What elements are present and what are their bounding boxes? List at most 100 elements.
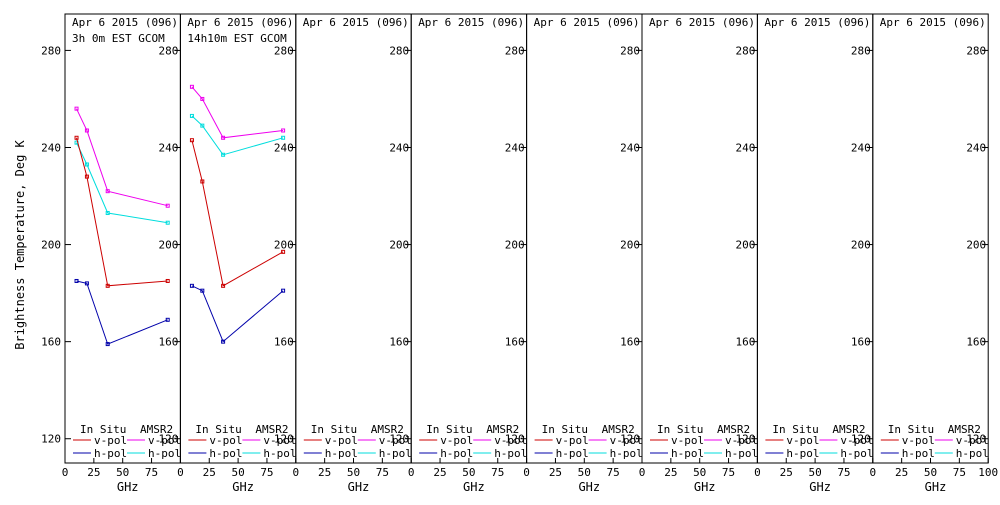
panel-7-xtick-label-75: 75 [837, 466, 850, 479]
panel-5-xtick-label-75: 75 [607, 466, 620, 479]
panel-1-xtick-label-25: 25 [87, 466, 100, 479]
panel-1-left-ytick-label-280: 280 [41, 44, 61, 57]
panel-8-legend-amsr2-h-label: h-pol [956, 447, 989, 460]
panel-6-legend-amsr2-title: AMSR2 [717, 423, 750, 436]
panel-2-ytick-label-160: 160 [274, 336, 294, 349]
panel-2-xtick-label-50: 50 [231, 466, 244, 479]
panel-1-series-amsr2_h-point-1 [84, 162, 89, 167]
panel-5-legend-insitu-title: In Situ [542, 423, 588, 436]
panel-2-series-amsr2_h-point-0 [189, 113, 194, 118]
panel-2-legend-insitu-v-label: v-pol [209, 434, 242, 447]
panel-2-series-insitu_v-point-3 [281, 249, 286, 254]
panel-5-xtick-label-50: 50 [578, 466, 591, 479]
panel-4-ytick-label-120: 120 [505, 433, 525, 446]
panel-6-ytick-label-280: 280 [736, 44, 756, 57]
panel-3-ytick-label-160: 160 [389, 336, 409, 349]
y-axis-label: Brightness Temperature, Deg K [13, 139, 27, 349]
panel-5-legend-insitu-v-label: v-pol [556, 434, 589, 447]
panel-1-subtitle: 3h 0m EST GCOM [72, 32, 165, 45]
panel-4-xtick-label-25: 25 [433, 466, 446, 479]
panel-8-xtick-label-0: 0 [869, 466, 876, 479]
panel-1-legend-amsr2-h-label: h-pol [148, 447, 181, 460]
panel-7-ytick-label-120: 120 [851, 433, 871, 446]
panel-6-ytick-label-120: 120 [736, 433, 756, 446]
panel-1-series-amsr2_h-point-2 [105, 211, 110, 216]
panel-1-series-insitu_v-point-1 [84, 174, 89, 179]
panel-7-title: Apr 6 2015 (096) [764, 16, 870, 29]
panel-5-legend-insitu-h-label: h-pol [556, 447, 589, 460]
panel-7-xtick-label-25: 25 [780, 466, 793, 479]
panel-2-series-insitu_h-point-1 [200, 288, 205, 293]
panel-2-xtick-label-0: 0 [177, 466, 184, 479]
panel-8-xtick-label-50: 50 [924, 466, 937, 479]
panel-2-series-insitu_v-point-2 [221, 283, 226, 288]
panel-2-xlabel: GHz [232, 480, 254, 494]
panel-7-xtick-label-50: 50 [808, 466, 821, 479]
panel-6-xtick-label-50: 50 [693, 466, 706, 479]
panel-5-ytick-label-280: 280 [620, 44, 640, 57]
panel-2-legend-amsr2-v-label: v-pol [263, 434, 296, 447]
panel-4-legend-insitu-v-label: v-pol [440, 434, 473, 447]
panel-2-series-amsr2_h-point-3 [281, 135, 286, 140]
panel-1-series-insitu_v-point-2 [105, 283, 110, 288]
panel-3-xtick-label-50: 50 [347, 466, 360, 479]
panel-2-series-insitu_h-line [191, 285, 284, 343]
panel-1-left-ytick-label-120: 120 [41, 433, 61, 446]
panel-3-ytick-label-280: 280 [389, 44, 409, 57]
panel-7-ytick-label-240: 240 [851, 141, 871, 154]
panel-3-legend-insitu-h-label: h-pol [325, 447, 358, 460]
panel-4-title: Apr 6 2015 (096) [418, 16, 524, 29]
panel-3-legend-insitu-title: In Situ [311, 423, 357, 436]
panel-1-legend-insitu-title: In Situ [80, 423, 126, 436]
panel-3-xlabel: GHz [348, 480, 370, 494]
panel-8-ytick-label-160: 160 [966, 336, 986, 349]
panel-1-left-ytick-label-240: 240 [41, 141, 61, 154]
panel-1-series-amsr2_h-point-3 [165, 220, 170, 225]
panel-2-series-amsr2_v-point-2 [221, 135, 226, 140]
panel-6-legend-insitu-h-label: h-pol [671, 447, 704, 460]
panel-2-xtick-label-25: 25 [203, 466, 216, 479]
panel-5-xlabel: GHz [578, 480, 600, 494]
panel-7-xtick-label-0: 0 [754, 466, 761, 479]
panel-2-series-insitu_h-point-2 [221, 339, 226, 344]
panel-2-legend-amsr2-title: AMSR2 [255, 423, 288, 436]
panel-2-series-amsr2_h-point-1 [200, 123, 205, 128]
panel-4-ytick-label-160: 160 [505, 336, 525, 349]
panel-1-legend-insitu-h-label: h-pol [94, 447, 127, 460]
panel-1-legend-insitu-v-label: v-pol [94, 434, 127, 447]
panel-2-legend-insitu-title: In Situ [195, 423, 241, 436]
panel-5-legend-amsr2-v-label: v-pol [610, 434, 643, 447]
panel-1-legend-amsr2-title: AMSR2 [140, 423, 173, 436]
panel-7-ytick-label-160: 160 [851, 336, 871, 349]
panel-5-xtick-label-0: 0 [523, 466, 530, 479]
panel-1-series-amsr2_v-point-3 [165, 203, 170, 208]
panel-1-ytick-label-280: 280 [159, 44, 179, 57]
panel-2-ytick-label-280: 280 [274, 44, 294, 57]
panel-1-series-insitu_h-point-0 [74, 278, 79, 283]
panel-4-ytick-label-200: 200 [505, 239, 525, 252]
panel-1-xtick-label-0: 0 [62, 466, 69, 479]
panel-8-ytick-label-120: 120 [966, 433, 986, 446]
panel-2-ytick-label-120: 120 [274, 433, 294, 446]
panel-8-ytick-label-240: 240 [966, 141, 986, 154]
panel-8-ytick-label-280: 280 [966, 44, 986, 57]
panel-7-ytick-label-280: 280 [851, 44, 871, 57]
panel-2-series-insitu_h-point-0 [189, 283, 194, 288]
panel-2-ytick-label-200: 200 [274, 239, 294, 252]
panel-2-legend-amsr2-h-label: h-pol [263, 447, 296, 460]
panel-7-legend-amsr2-v-label: v-pol [840, 434, 873, 447]
panel-6-ytick-label-200: 200 [736, 239, 756, 252]
panel-7-legend-amsr2-title: AMSR2 [832, 423, 865, 436]
panel-1-ytick-label-200: 200 [159, 239, 179, 252]
panel-7-legend-insitu-v-label: v-pol [786, 434, 819, 447]
panel-1-series-insitu_h-point-2 [105, 342, 110, 347]
panel-2-title: Apr 6 2015 (096) [187, 16, 293, 29]
panel-2-series-amsr2_v-point-0 [189, 84, 194, 89]
panel-2-subtitle: 14h10m EST GCOM [187, 32, 287, 45]
panel-2-series-insitu_v-point-1 [200, 179, 205, 184]
panel-3-xtick-label-25: 25 [318, 466, 331, 479]
panel-5-title: Apr 6 2015 (096) [534, 16, 640, 29]
panel-5-legend-amsr2-title: AMSR2 [602, 423, 635, 436]
panel-1-series-insitu_v-point-3 [165, 278, 170, 283]
